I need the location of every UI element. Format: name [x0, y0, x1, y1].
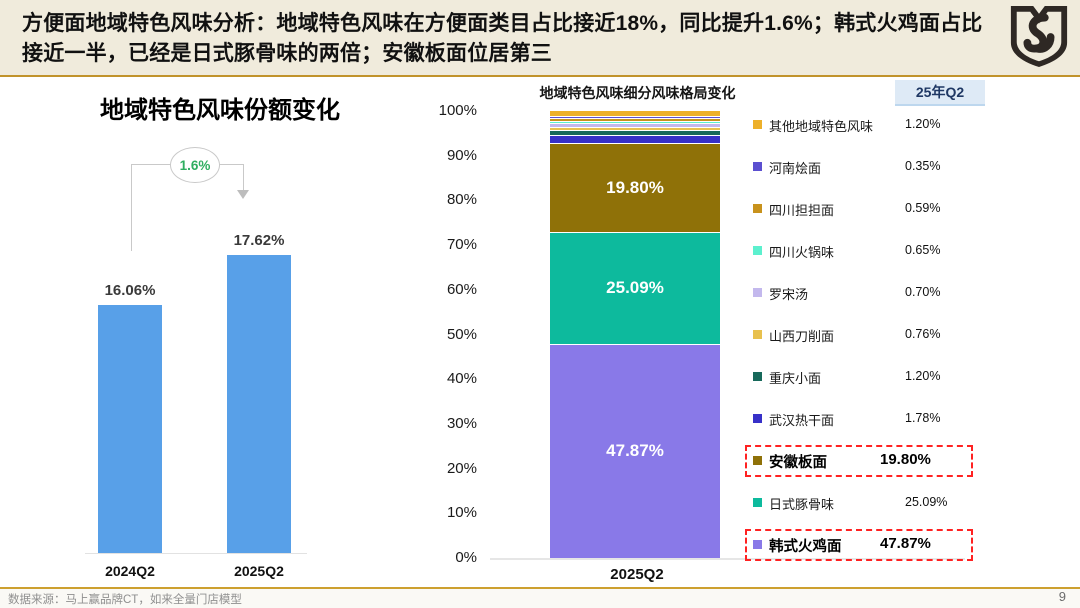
legend-label: 安徽板面	[769, 455, 827, 471]
legend-row-日式豚骨味: 日式豚骨味 25.09%	[745, 491, 985, 515]
legend-row-四川火锅味: 四川火锅味 0.65%	[745, 239, 985, 263]
left-chart-title: 地域特色风味份额变化	[100, 97, 340, 124]
stack-segment-value-label: 19.80%	[606, 178, 664, 198]
legend-value: 1.20%	[905, 369, 941, 383]
legend-label: 山西刀削面	[769, 329, 835, 344]
stack-segment-四川火锅味	[550, 120, 720, 124]
left-chart-value-label: 17.62%	[233, 232, 285, 249]
banner: 方便面地域特色风味分析：地域特色风味在方便面类目占比接近18%，同比提升1.6%…	[0, 0, 1080, 75]
stack-segment-其他地域特色风味	[550, 111, 720, 117]
highlight-dashed-box-韩式火鸡面	[745, 529, 973, 561]
legend-row-四川担担面: 四川担担面 0.59%	[745, 197, 985, 221]
stack-segment-日式豚骨味: 25.09%	[550, 231, 720, 344]
legend-label: 日式豚骨味	[769, 497, 835, 512]
annotation-arrow-down-icon	[237, 190, 249, 199]
stack-segment-四川担担面	[550, 117, 720, 121]
stack-segment-韩式火鸡面: 47.87%	[550, 343, 720, 558]
data-source-note: 数据来源：马上赢品牌CT，如来全量门店模型	[8, 594, 242, 606]
legend-row-罗宋汤: 罗宋汤 0.70%	[745, 281, 985, 305]
legend-label: 韩式火鸡面	[769, 539, 842, 555]
legend-swatch-icon	[753, 246, 762, 255]
legend-row-韩式火鸡面: 韩式火鸡面 47.87%	[745, 533, 985, 557]
stacked-chart-bar: 19.80% 25.09% 47.87%	[550, 111, 720, 558]
period-header-chip: 25年Q2	[895, 80, 985, 106]
y-axis-tick: 20%	[446, 459, 477, 477]
legend-swatch-icon	[753, 330, 762, 339]
y-axis-tick: 80%	[446, 191, 477, 209]
legend-label: 四川火锅味	[769, 245, 835, 260]
annotation-bracket-left	[131, 164, 132, 251]
legend-value: 47.87%	[880, 535, 931, 552]
y-axis-tick: 90%	[446, 146, 477, 164]
left-chart-bar-2024Q2	[98, 305, 162, 553]
annotation-delta-badge: 1.6%	[170, 147, 220, 183]
legend-swatch-icon	[753, 204, 762, 213]
slide-title: 方便面地域特色风味分析：地域特色风味在方便面类目占比接近18%，同比提升1.6%…	[22, 12, 983, 65]
stacked-chart-baseline	[490, 558, 965, 560]
legend-row-安徽板面: 安徽板面 19.80%	[745, 449, 985, 473]
stack-segment-value-label: 47.87%	[606, 441, 664, 461]
legend-row-其他地域特色风味: 其他地域特色风味 1.20%	[745, 113, 985, 137]
legend-value: 25.09%	[905, 495, 948, 509]
stack-segment-山西刀削面	[550, 126, 720, 130]
legend-swatch-icon	[753, 456, 762, 465]
y-axis-tick: 40%	[446, 370, 477, 388]
legend-row-河南烩面: 河南烩面 0.35%	[745, 155, 985, 179]
legend-value: 1.78%	[905, 411, 941, 425]
annotation-bracket-right	[243, 164, 244, 191]
legend-swatch-icon	[753, 414, 762, 423]
legend-swatch-icon	[753, 498, 762, 507]
stack-segment-重庆小面	[550, 129, 720, 136]
stack-segment-value-label: 25.09%	[606, 278, 664, 298]
legend-swatch-icon	[753, 288, 762, 297]
legend-value: 0.70%	[905, 285, 941, 299]
legend-value: 0.76%	[905, 327, 941, 341]
legend-label: 其他地域特色风味	[769, 119, 874, 134]
stacked-chart-title: 地域特色风味细分风味格局变化	[539, 85, 736, 101]
page-number: 9	[1058, 589, 1066, 604]
legend-row-重庆小面: 重庆小面 1.20%	[745, 365, 985, 389]
brand-shield-logo-icon	[1010, 5, 1068, 67]
legend-label: 四川担担面	[769, 203, 835, 218]
left-chart-value-label: 16.06%	[104, 282, 156, 299]
stacked-chart-x-label: 2025Q2	[610, 566, 664, 583]
left-chart-category-label: 2024Q2	[105, 563, 155, 579]
highlight-dashed-box-安徽板面	[745, 445, 973, 477]
y-axis-tick: 0%	[455, 549, 477, 566]
y-axis-tick: 100%	[438, 102, 477, 119]
legend-label: 罗宋汤	[769, 287, 809, 302]
y-axis-tick: 60%	[446, 280, 477, 298]
left-chart-bar-2025Q2	[227, 255, 291, 553]
annotation-delta-value: 1.6%	[179, 157, 211, 173]
legend-label: 河南烩面	[769, 161, 822, 176]
y-axis-tick: 70%	[446, 236, 477, 254]
legend-swatch-icon	[753, 162, 762, 171]
legend-value: 0.35%	[905, 159, 941, 173]
period-header-label: 25年Q2	[915, 84, 965, 100]
legend-row-山西刀削面: 山西刀削面 0.76%	[745, 323, 985, 347]
legend-value: 19.80%	[880, 451, 931, 468]
footer-divider	[0, 587, 1080, 589]
legend-label: 重庆小面	[769, 371, 822, 386]
legend-swatch-icon	[753, 540, 762, 549]
y-axis-tick: 50%	[446, 325, 477, 343]
legend-row-武汉热干面: 武汉热干面 1.78%	[745, 407, 985, 431]
y-axis-tick: 30%	[446, 414, 477, 432]
legend-value: 0.65%	[905, 243, 941, 257]
stack-segment-武汉热干面	[550, 135, 720, 144]
stack-segment-河南烩面	[550, 116, 720, 118]
legend-swatch-icon	[753, 120, 762, 129]
legend-value: 1.20%	[905, 117, 941, 131]
legend-swatch-icon	[753, 372, 762, 381]
left-chart-category-label: 2025Q2	[234, 563, 284, 579]
banner-divider	[0, 75, 1080, 77]
stack-segment-安徽板面: 19.80%	[550, 143, 720, 232]
y-axis-tick: 10%	[446, 504, 477, 522]
legend-value: 0.59%	[905, 201, 941, 215]
left-chart-baseline	[85, 553, 307, 554]
footer	[0, 589, 1080, 608]
legend-label: 武汉热干面	[769, 413, 835, 428]
stack-segment-罗宋汤	[550, 123, 720, 127]
